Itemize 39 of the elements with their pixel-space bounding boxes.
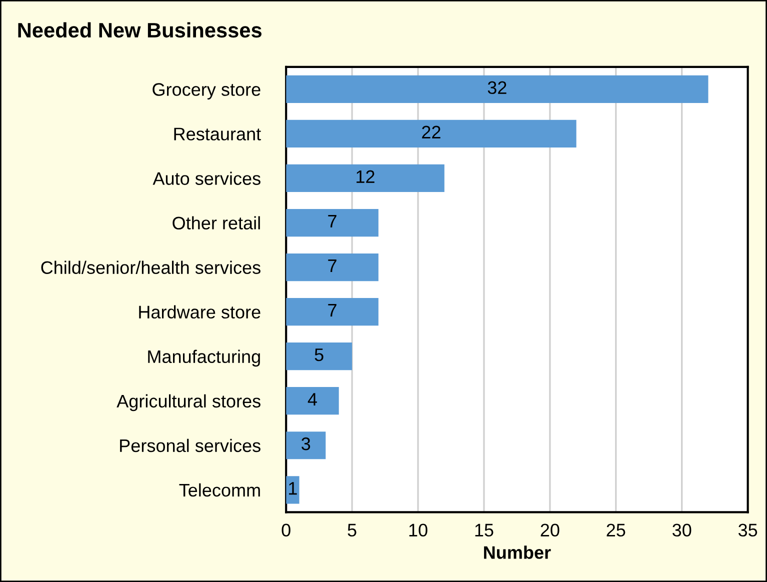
data-label: 7 <box>328 260 336 272</box>
x-tick-label: 25 <box>606 524 626 537</box>
data-label: 12 <box>356 170 374 183</box>
y-tick-label: Other retail <box>172 216 260 230</box>
bar <box>286 298 378 326</box>
y-tick-label: Manufacturing <box>148 350 260 367</box>
bar <box>286 342 352 370</box>
y-tick-label: Telecomm <box>179 483 260 497</box>
bar <box>286 120 576 148</box>
y-tick-label: Hardware store <box>139 305 260 319</box>
x-axis-title: Number <box>484 546 551 559</box>
x-tick-label: 30 <box>672 524 692 537</box>
bar <box>286 387 339 415</box>
bar <box>286 208 378 237</box>
data-label: 7 <box>328 215 336 228</box>
x-tick-label: 35 <box>738 524 758 537</box>
data-label: 5 <box>314 348 324 362</box>
data-label: 32 <box>488 81 506 94</box>
y-tick-label: Restaurant <box>174 128 261 140</box>
data-label: 22 <box>422 126 440 138</box>
bar <box>286 253 378 282</box>
x-tick-label: 15 <box>475 524 494 537</box>
x-tick-label: 0 <box>282 524 290 537</box>
data-label: 7 <box>328 304 336 316</box>
data-label: 1 <box>289 482 297 495</box>
data-label: 3 <box>302 437 310 450</box>
y-tick-label: Grocery store <box>152 83 260 100</box>
y-tick-label: Personal services <box>120 438 260 452</box>
data-label: 4 <box>308 393 317 406</box>
y-tick-label: Child/senior/health services <box>41 260 260 274</box>
y-tick-label: Agricultural stores <box>116 394 260 412</box>
bar <box>286 75 708 103</box>
bar <box>286 164 444 192</box>
x-tick-label: 20 <box>540 524 560 537</box>
chart-title: Needed New Businesses <box>18 22 262 38</box>
x-tick-label: 5 <box>348 524 356 537</box>
y-tick-label: Auto services <box>152 172 260 185</box>
bar <box>286 432 326 460</box>
x-tick-label: 10 <box>409 524 428 537</box>
